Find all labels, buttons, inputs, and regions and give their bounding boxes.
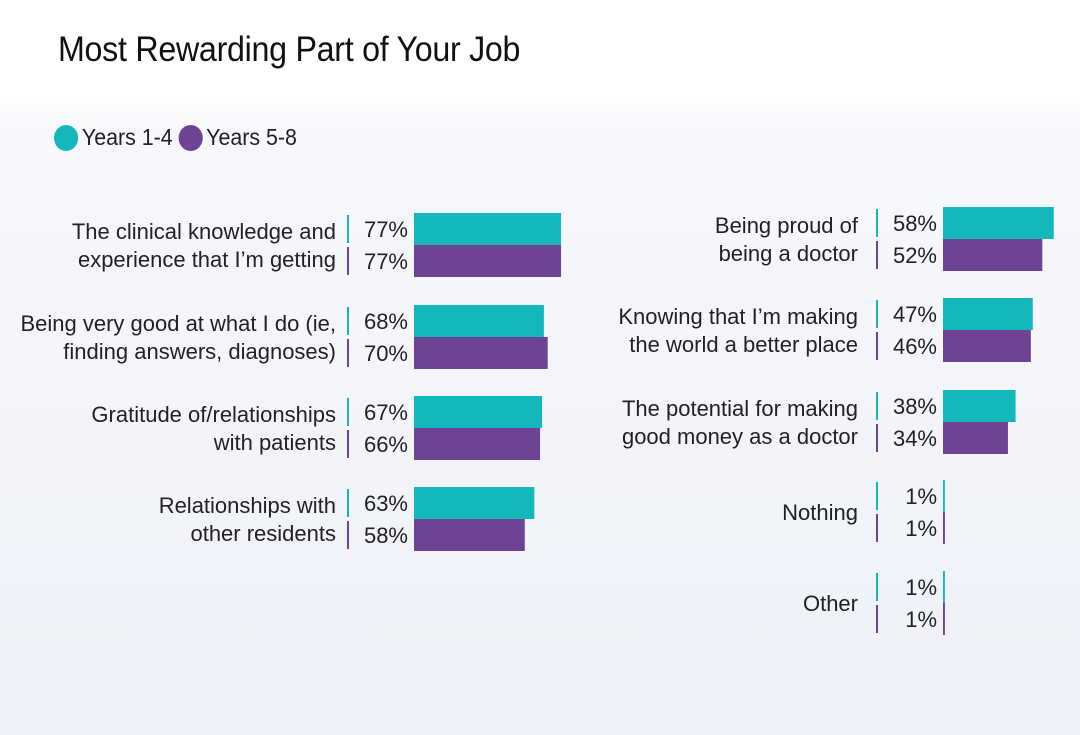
- category-label: finding answers, diagnoses): [63, 339, 336, 364]
- axis-tick: [876, 209, 878, 237]
- value-label: 47%: [893, 302, 937, 327]
- bar: [943, 603, 945, 635]
- axis-tick: [876, 605, 878, 633]
- legend-swatch-series-2: [178, 124, 203, 151]
- value-label: 1%: [905, 484, 937, 509]
- bar: [943, 390, 1016, 422]
- value-label: 1%: [905, 607, 937, 632]
- bar: [943, 422, 1008, 454]
- legend-item-series-2: Years 5-8: [178, 124, 297, 151]
- axis-tick: [347, 398, 349, 426]
- value-label: 46%: [893, 334, 937, 359]
- axis-tick: [876, 300, 878, 328]
- category-label: Other: [803, 591, 858, 616]
- axis-tick: [876, 332, 878, 360]
- bar: [414, 305, 544, 337]
- category-label: experience that I’m getting: [78, 247, 336, 272]
- axis-tick: [876, 482, 878, 510]
- category-label: The potential for making: [622, 396, 858, 421]
- bar: [414, 245, 562, 277]
- axis-tick: [876, 392, 878, 420]
- category-label: Relationships with: [159, 493, 336, 518]
- value-label: 70%: [364, 341, 408, 366]
- value-label: 1%: [905, 516, 937, 541]
- bar: [943, 298, 1033, 330]
- bar: [943, 512, 945, 544]
- category-label: Being very good at what I do (ie,: [20, 311, 336, 336]
- bar: [414, 337, 548, 369]
- axis-tick: [347, 307, 349, 335]
- axis-tick: [347, 430, 349, 458]
- legend-label-series-1: Years 1-4: [81, 124, 173, 150]
- bar: [943, 239, 1043, 271]
- value-label: 38%: [893, 394, 937, 419]
- value-label: 77%: [364, 217, 408, 242]
- category-label: Nothing: [782, 500, 858, 525]
- bar: [414, 428, 541, 460]
- category-label: Being proud of: [715, 213, 859, 238]
- value-label: 66%: [364, 432, 408, 457]
- axis-tick: [347, 489, 349, 517]
- bar: [414, 213, 562, 245]
- bar: [414, 396, 542, 428]
- category-label: being a doctor: [719, 241, 858, 266]
- value-label: 68%: [364, 309, 408, 334]
- category-label: good money as a doctor: [622, 424, 858, 449]
- category-label: The clinical knowledge and: [72, 219, 336, 244]
- axis-tick: [876, 241, 878, 269]
- bar: [943, 330, 1031, 362]
- axis-tick: [347, 521, 349, 549]
- bar: [943, 207, 1054, 239]
- category-label: Gratitude of/relationships: [91, 402, 336, 427]
- axis-tick: [876, 424, 878, 452]
- category-label: other residents: [190, 521, 336, 546]
- value-label: 63%: [364, 491, 408, 516]
- axis-tick: [876, 573, 878, 601]
- value-label: 58%: [893, 211, 937, 236]
- legend-item-series-1: Years 1-4: [54, 124, 173, 151]
- axis-tick: [347, 215, 349, 243]
- category-label: Knowing that I’m making: [618, 304, 858, 329]
- legend-label-series-2: Years 5-8: [206, 124, 297, 150]
- category-label: the world a better place: [629, 332, 858, 357]
- bar: [943, 571, 945, 603]
- value-label: 67%: [364, 400, 408, 425]
- value-label: 1%: [905, 575, 937, 600]
- value-label: 52%: [893, 243, 937, 268]
- legend-swatch-series-1: [54, 124, 79, 151]
- axis-tick: [347, 339, 349, 367]
- chart-title: Most Rewarding Part of Your Job: [58, 30, 521, 69]
- legend: Years 1-4 Years 5-8: [54, 124, 303, 151]
- value-label: 58%: [364, 523, 408, 548]
- category-label: with patients: [213, 430, 336, 455]
- bar: [414, 487, 535, 519]
- axis-tick: [347, 247, 349, 275]
- value-label: 34%: [893, 426, 937, 451]
- bar: [414, 519, 525, 551]
- bar: [943, 480, 945, 512]
- axis-tick: [876, 514, 878, 542]
- value-label: 77%: [364, 249, 408, 274]
